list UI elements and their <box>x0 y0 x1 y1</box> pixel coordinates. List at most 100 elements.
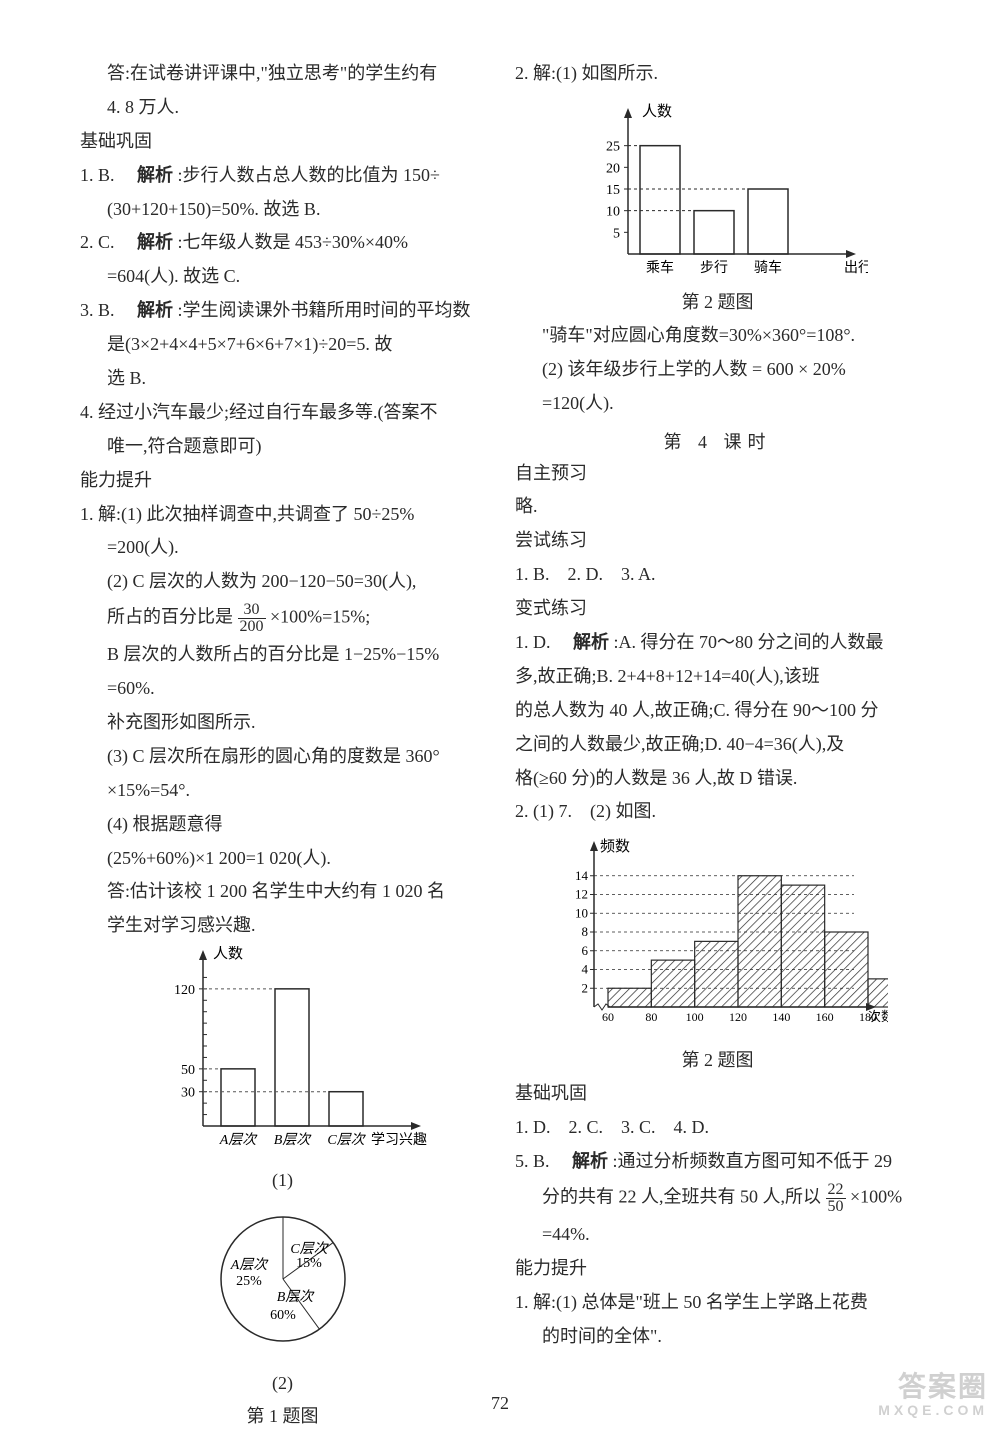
section-heading: 能力提升 <box>80 467 485 495</box>
svg-text:60%: 60% <box>270 1308 296 1323</box>
pie-chart: C层次15% A层次25% B层次 60% <box>183 1199 383 1369</box>
text: 补充图形如图所示. <box>80 709 485 737</box>
svg-text:出行方式: 出行方式 <box>844 260 868 276</box>
text: 所占的百分比是 30 200 ×100%=15%; <box>80 602 485 635</box>
svg-text:步行: 步行 <box>700 260 728 276</box>
text: 2. (1) 7. (2) 如图. <box>515 798 920 826</box>
bold-label: 解析 <box>137 232 173 252</box>
text: 1. 解:(1) 总体是"班上 50 名学生上学路上花费 <box>515 1289 920 1317</box>
fraction-numerator: 22 <box>826 1182 846 1199</box>
answer-item: 5. B. 解析 :通过分析频数直方图可知不低于 29 <box>515 1148 920 1176</box>
text: =60%. <box>80 675 485 703</box>
section-heading: 自主预习 <box>515 460 920 488</box>
svg-text:B层次: B层次 <box>273 1132 312 1148</box>
figure-caption: 第 2 题图 <box>515 288 920 314</box>
figure-caption: 第 2 题图 <box>515 1046 920 1072</box>
fraction-numerator: 30 <box>238 602 266 619</box>
fraction-denominator: 50 <box>826 1199 846 1215</box>
svg-text:B层次: B层次 <box>276 1289 315 1305</box>
text: 之间的人数最少,故正确;D. 40−4=36(人),及 <box>515 731 920 759</box>
text: 2. 解:(1) 如图所示. <box>515 60 920 88</box>
text: 学生对学习感兴趣. <box>80 912 485 940</box>
svg-text:20: 20 <box>606 161 620 176</box>
section-heading: 基础巩固 <box>80 128 485 156</box>
svg-text:100: 100 <box>685 1010 703 1024</box>
text: 答:估计该校 1 200 名学生中大约有 1 020 名 <box>80 878 485 906</box>
text: 1. 解:(1) 此次抽样调查中,共调查了 50÷25% <box>80 501 485 529</box>
svg-text:频数: 频数 <box>600 838 630 855</box>
svg-text:15%: 15% <box>296 1256 322 1271</box>
text: :步行人数占总人数的比值为 150÷ <box>178 165 440 185</box>
svg-text:6: 6 <box>581 943 588 958</box>
answer-item: 1. D. 解析 :A. 得分在 70〜80 分之间的人数最 <box>515 629 920 657</box>
svg-text:15: 15 <box>606 183 620 198</box>
text: 1. B. 2. D. 3. A. <box>515 561 920 589</box>
svg-text:5: 5 <box>613 226 620 241</box>
text: (3) C 层次所在扇形的圆心角的度数是 360° <box>80 743 485 771</box>
svg-text:50: 50 <box>181 1063 195 1078</box>
bold-label: 解析 <box>137 165 173 185</box>
section-heading: 尝试练习 <box>515 527 920 555</box>
svg-text:骑车: 骑车 <box>754 259 782 276</box>
text: (4) 根据题意得 <box>80 811 485 839</box>
svg-text:120: 120 <box>174 983 195 998</box>
text: =120(人). <box>515 390 920 418</box>
answer-key: 1. D. <box>515 632 551 652</box>
text: =200(人). <box>80 534 485 562</box>
text: :通过分析频数直方图可知不低于 29 <box>613 1151 893 1171</box>
fraction: 22 50 <box>826 1182 846 1215</box>
svg-text:12: 12 <box>575 887 588 902</box>
svg-text:学习兴趣: 学习兴趣 <box>371 1132 427 1148</box>
answer-item: 3. B. 解析 :学生阅读课外书籍所用时间的平均数 <box>80 297 485 325</box>
svg-text:10: 10 <box>575 906 588 921</box>
text: :学生阅读课外书籍所用时间的平均数 <box>178 300 471 320</box>
lesson-title: 第 4 课时 <box>515 428 920 454</box>
svg-text:25: 25 <box>606 140 620 155</box>
answer-key: 3. B. <box>80 300 115 320</box>
svg-text:C层次: C层次 <box>327 1132 366 1148</box>
text: ×15%=54°. <box>80 777 485 805</box>
watermark-sub: MXQE.COM <box>878 1403 988 1418</box>
answer-item: 2. C. 解析 :七年级人数是 453÷30%×40% <box>80 229 485 257</box>
text: :A. 得分在 70〜80 分之间的人数最 <box>614 632 884 652</box>
svg-text:2: 2 <box>581 981 588 996</box>
svg-text:4: 4 <box>581 962 588 977</box>
svg-text:人数: 人数 <box>213 946 243 962</box>
text: 格(≥60 分)的人数是 36 人,故 D 错误. <box>515 765 920 793</box>
figure-subcaption: (2) <box>80 1373 485 1394</box>
text: (25%+60%)×1 200=1 020(人). <box>80 845 485 873</box>
svg-text:人数: 人数 <box>642 103 672 120</box>
svg-text:10: 10 <box>606 205 620 220</box>
watermark: 答案圈 MXQE.COM <box>878 1372 988 1418</box>
text: 选 B. <box>80 365 485 393</box>
text: (30+120+150)=50%. 故选 B. <box>80 196 485 224</box>
two-column-layout: 答:在试卷讲评课中,"独立思考"的学生约有 4. 8 万人. 基础巩固 1. B… <box>80 60 920 1436</box>
text: 多,故正确;B. 2+4+8+12+14=40(人),该班 <box>515 663 920 691</box>
text: 4. 经过小汽车最少;经过自行车最多等.(答案不 <box>80 399 485 427</box>
section-heading: 基础巩固 <box>515 1080 920 1108</box>
answer-key: 1. B. <box>80 165 115 185</box>
bar-chart: 3050120人数A层次B层次C层次学习兴趣 <box>133 946 433 1166</box>
bar-chart: 5 10 15 20 25 人数乘车 步行 骑车 出行方式 <box>568 94 868 284</box>
svg-text:乘车: 乘车 <box>646 259 674 276</box>
svg-text:60: 60 <box>602 1010 614 1024</box>
text: 分的共有 22 人,全班共有 50 人,所以 22 50 ×100% <box>515 1182 920 1215</box>
svg-text:80: 80 <box>645 1010 657 1024</box>
fraction: 30 200 <box>238 602 266 635</box>
text: B 层次的人数所占的百分比是 1−25%−15% <box>80 641 485 669</box>
text: 所占的百分比是 <box>107 607 233 627</box>
answer-key: 2. C. <box>80 232 115 252</box>
svg-text:C层次: C层次 <box>290 1241 329 1257</box>
text: 的时间的全体". <box>515 1323 920 1351</box>
text: 唯一,符合题意即可) <box>80 433 485 461</box>
text: "骑车"对应圆心角度数=30%×360°=108°. <box>515 322 920 350</box>
text: 的总人数为 40 人,故正确;C. 得分在 90〜100 分 <box>515 697 920 725</box>
text: :七年级人数是 453÷30%×40% <box>178 232 409 252</box>
svg-text:次数/个: 次数/个 <box>868 1009 888 1024</box>
svg-text:25%: 25% <box>236 1274 262 1289</box>
svg-text:A层次: A层次 <box>229 1257 269 1273</box>
right-column: 2. 解:(1) 如图所示. 5 10 15 20 25 人数乘车 步行 骑车 出行方式 第 2… <box>515 60 920 1436</box>
svg-text:30: 30 <box>181 1086 195 1101</box>
svg-text:14: 14 <box>575 868 589 883</box>
answer-key: 5. B. <box>515 1151 550 1171</box>
